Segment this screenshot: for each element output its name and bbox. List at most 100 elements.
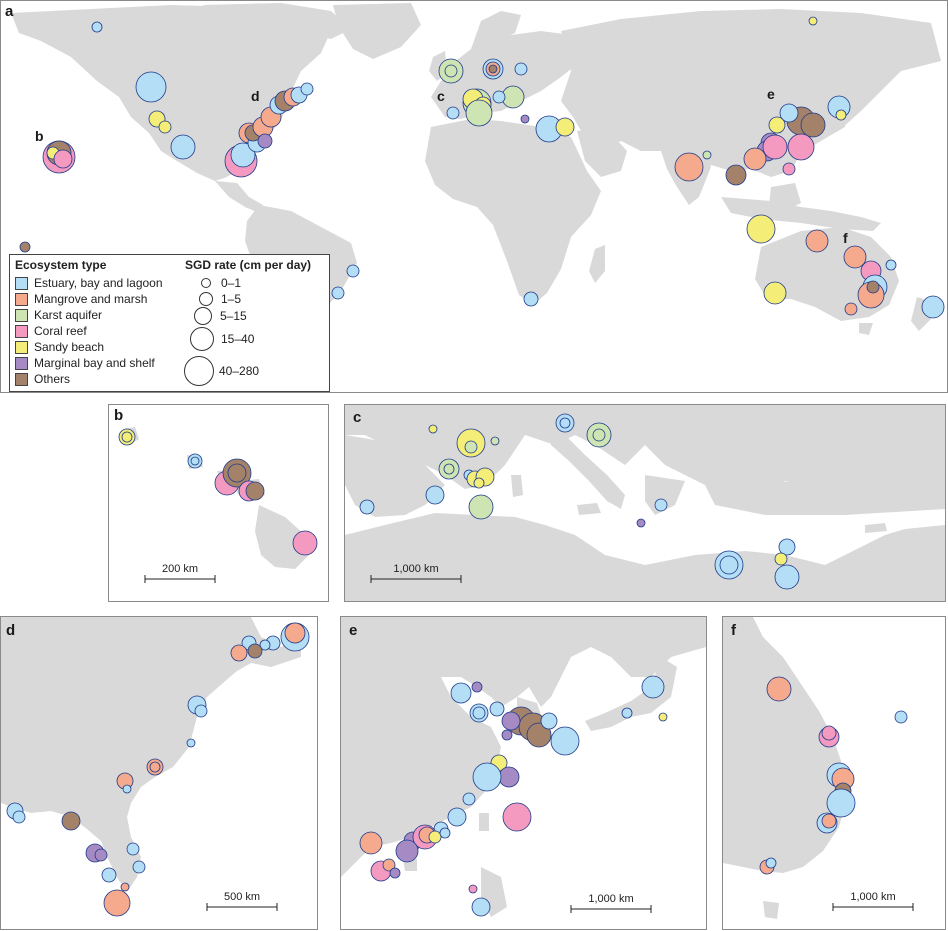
land-masses xyxy=(121,427,309,569)
rate-label: 1–5 xyxy=(221,292,242,306)
site-marker xyxy=(472,706,486,720)
site-marker xyxy=(473,477,485,489)
scalebar-f: 1,000 km xyxy=(832,891,914,911)
legend-rate-0-1: 0–1 xyxy=(196,276,241,290)
site-marker xyxy=(636,518,646,528)
site-marker xyxy=(247,643,263,659)
site-marker xyxy=(550,726,580,756)
site-marker xyxy=(658,712,668,722)
scalebar-e: 1,000 km xyxy=(570,893,652,913)
inset-label-b: b xyxy=(35,128,44,144)
site-marker xyxy=(501,729,513,741)
inset-label-e: e xyxy=(767,86,775,102)
sgd-site-markers xyxy=(118,428,318,556)
site-marker xyxy=(540,712,558,730)
eastern-australia-map-svg: 1,000 km xyxy=(723,617,914,919)
site-marker xyxy=(472,762,502,792)
sgd-site-markers xyxy=(359,413,800,590)
greenland-land xyxy=(333,3,421,59)
africa-land xyxy=(345,513,945,601)
legend-rate-1-5: 1–5 xyxy=(196,292,241,306)
panel-a-world-map: b d c e f a Ecosystem type Estuary, bay … xyxy=(0,0,948,393)
site-marker xyxy=(135,71,167,103)
inset-label-d: d xyxy=(251,88,260,104)
site-marker xyxy=(526,722,552,748)
site-marker xyxy=(921,295,945,319)
site-marker xyxy=(53,149,73,169)
site-marker xyxy=(762,134,788,160)
site-marker xyxy=(425,485,445,505)
scalebar-label: 500 km xyxy=(224,891,260,903)
site-marker xyxy=(514,62,528,76)
site-marker xyxy=(555,117,575,137)
rate-circle xyxy=(194,307,212,325)
rate-circle xyxy=(190,327,214,351)
rate-label: 40–280 xyxy=(219,364,260,378)
taiwan-land xyxy=(479,813,489,831)
site-marker xyxy=(101,867,117,883)
site-marker xyxy=(520,114,530,124)
site-marker xyxy=(19,241,31,253)
site-marker xyxy=(866,280,880,294)
legend-rate-title: SGD rate (cm per day) xyxy=(185,258,312,272)
site-marker xyxy=(122,784,132,794)
site-marker xyxy=(149,761,161,773)
europe-land xyxy=(345,405,945,505)
site-marker xyxy=(464,440,478,454)
legend-label: Mangrove and marsh xyxy=(34,292,148,306)
scalebar-d: 500 km xyxy=(206,891,278,911)
legend-item-karst: Karst aquifer xyxy=(15,307,102,323)
site-marker xyxy=(592,428,606,442)
scandinavia-land xyxy=(471,11,521,49)
legend-label: Karst aquifer xyxy=(34,308,103,322)
rate-label: 15–40 xyxy=(221,332,255,346)
site-marker xyxy=(774,564,800,590)
site-marker xyxy=(359,499,375,515)
panel-label-b: b xyxy=(114,407,124,424)
arabia-land xyxy=(577,127,627,177)
site-marker xyxy=(170,134,196,160)
site-marker xyxy=(245,481,265,501)
site-marker xyxy=(725,164,747,186)
site-marker xyxy=(702,150,712,160)
site-marker xyxy=(844,302,858,316)
site-marker xyxy=(523,291,539,307)
sgd-site-markers xyxy=(6,622,310,917)
site-marker xyxy=(787,133,815,161)
site-marker xyxy=(843,245,867,269)
site-marker xyxy=(259,639,271,651)
site-marker xyxy=(782,162,796,176)
tasmania-land xyxy=(763,901,779,919)
legend-label: Coral reef xyxy=(34,324,87,338)
site-marker xyxy=(230,644,248,662)
rate-label: 0–1 xyxy=(221,276,242,290)
map-legend: Ecosystem type Estuary, bay and lagoon M… xyxy=(9,254,330,392)
site-marker xyxy=(444,64,458,78)
site-marker xyxy=(346,264,360,278)
borneo-land xyxy=(769,183,801,211)
site-marker xyxy=(498,766,520,788)
land-masses xyxy=(723,617,847,919)
site-marker xyxy=(489,701,505,717)
site-marker xyxy=(91,21,103,33)
site-marker xyxy=(103,889,131,917)
sgd-site-markers xyxy=(359,675,668,917)
sgd-site-markers xyxy=(19,16,945,319)
site-marker xyxy=(778,538,796,556)
swatch-marginal xyxy=(15,356,28,370)
japan-land xyxy=(585,657,677,731)
site-marker xyxy=(501,711,521,731)
site-marker xyxy=(120,882,130,892)
site-marker xyxy=(821,813,837,829)
swatch-sandy xyxy=(15,340,28,354)
panel-label-e: e xyxy=(349,622,358,639)
site-marker xyxy=(292,530,318,556)
site-marker xyxy=(746,214,776,244)
cyprus-land xyxy=(865,523,887,533)
inset-label-c: c xyxy=(437,88,445,104)
legend-rate-40-280: 40–280 xyxy=(182,356,259,386)
panel-label-d: d xyxy=(6,622,16,639)
site-marker xyxy=(257,133,273,149)
legend-item-estuary: Estuary, bay and lagoon xyxy=(15,275,163,291)
site-marker xyxy=(654,498,668,512)
